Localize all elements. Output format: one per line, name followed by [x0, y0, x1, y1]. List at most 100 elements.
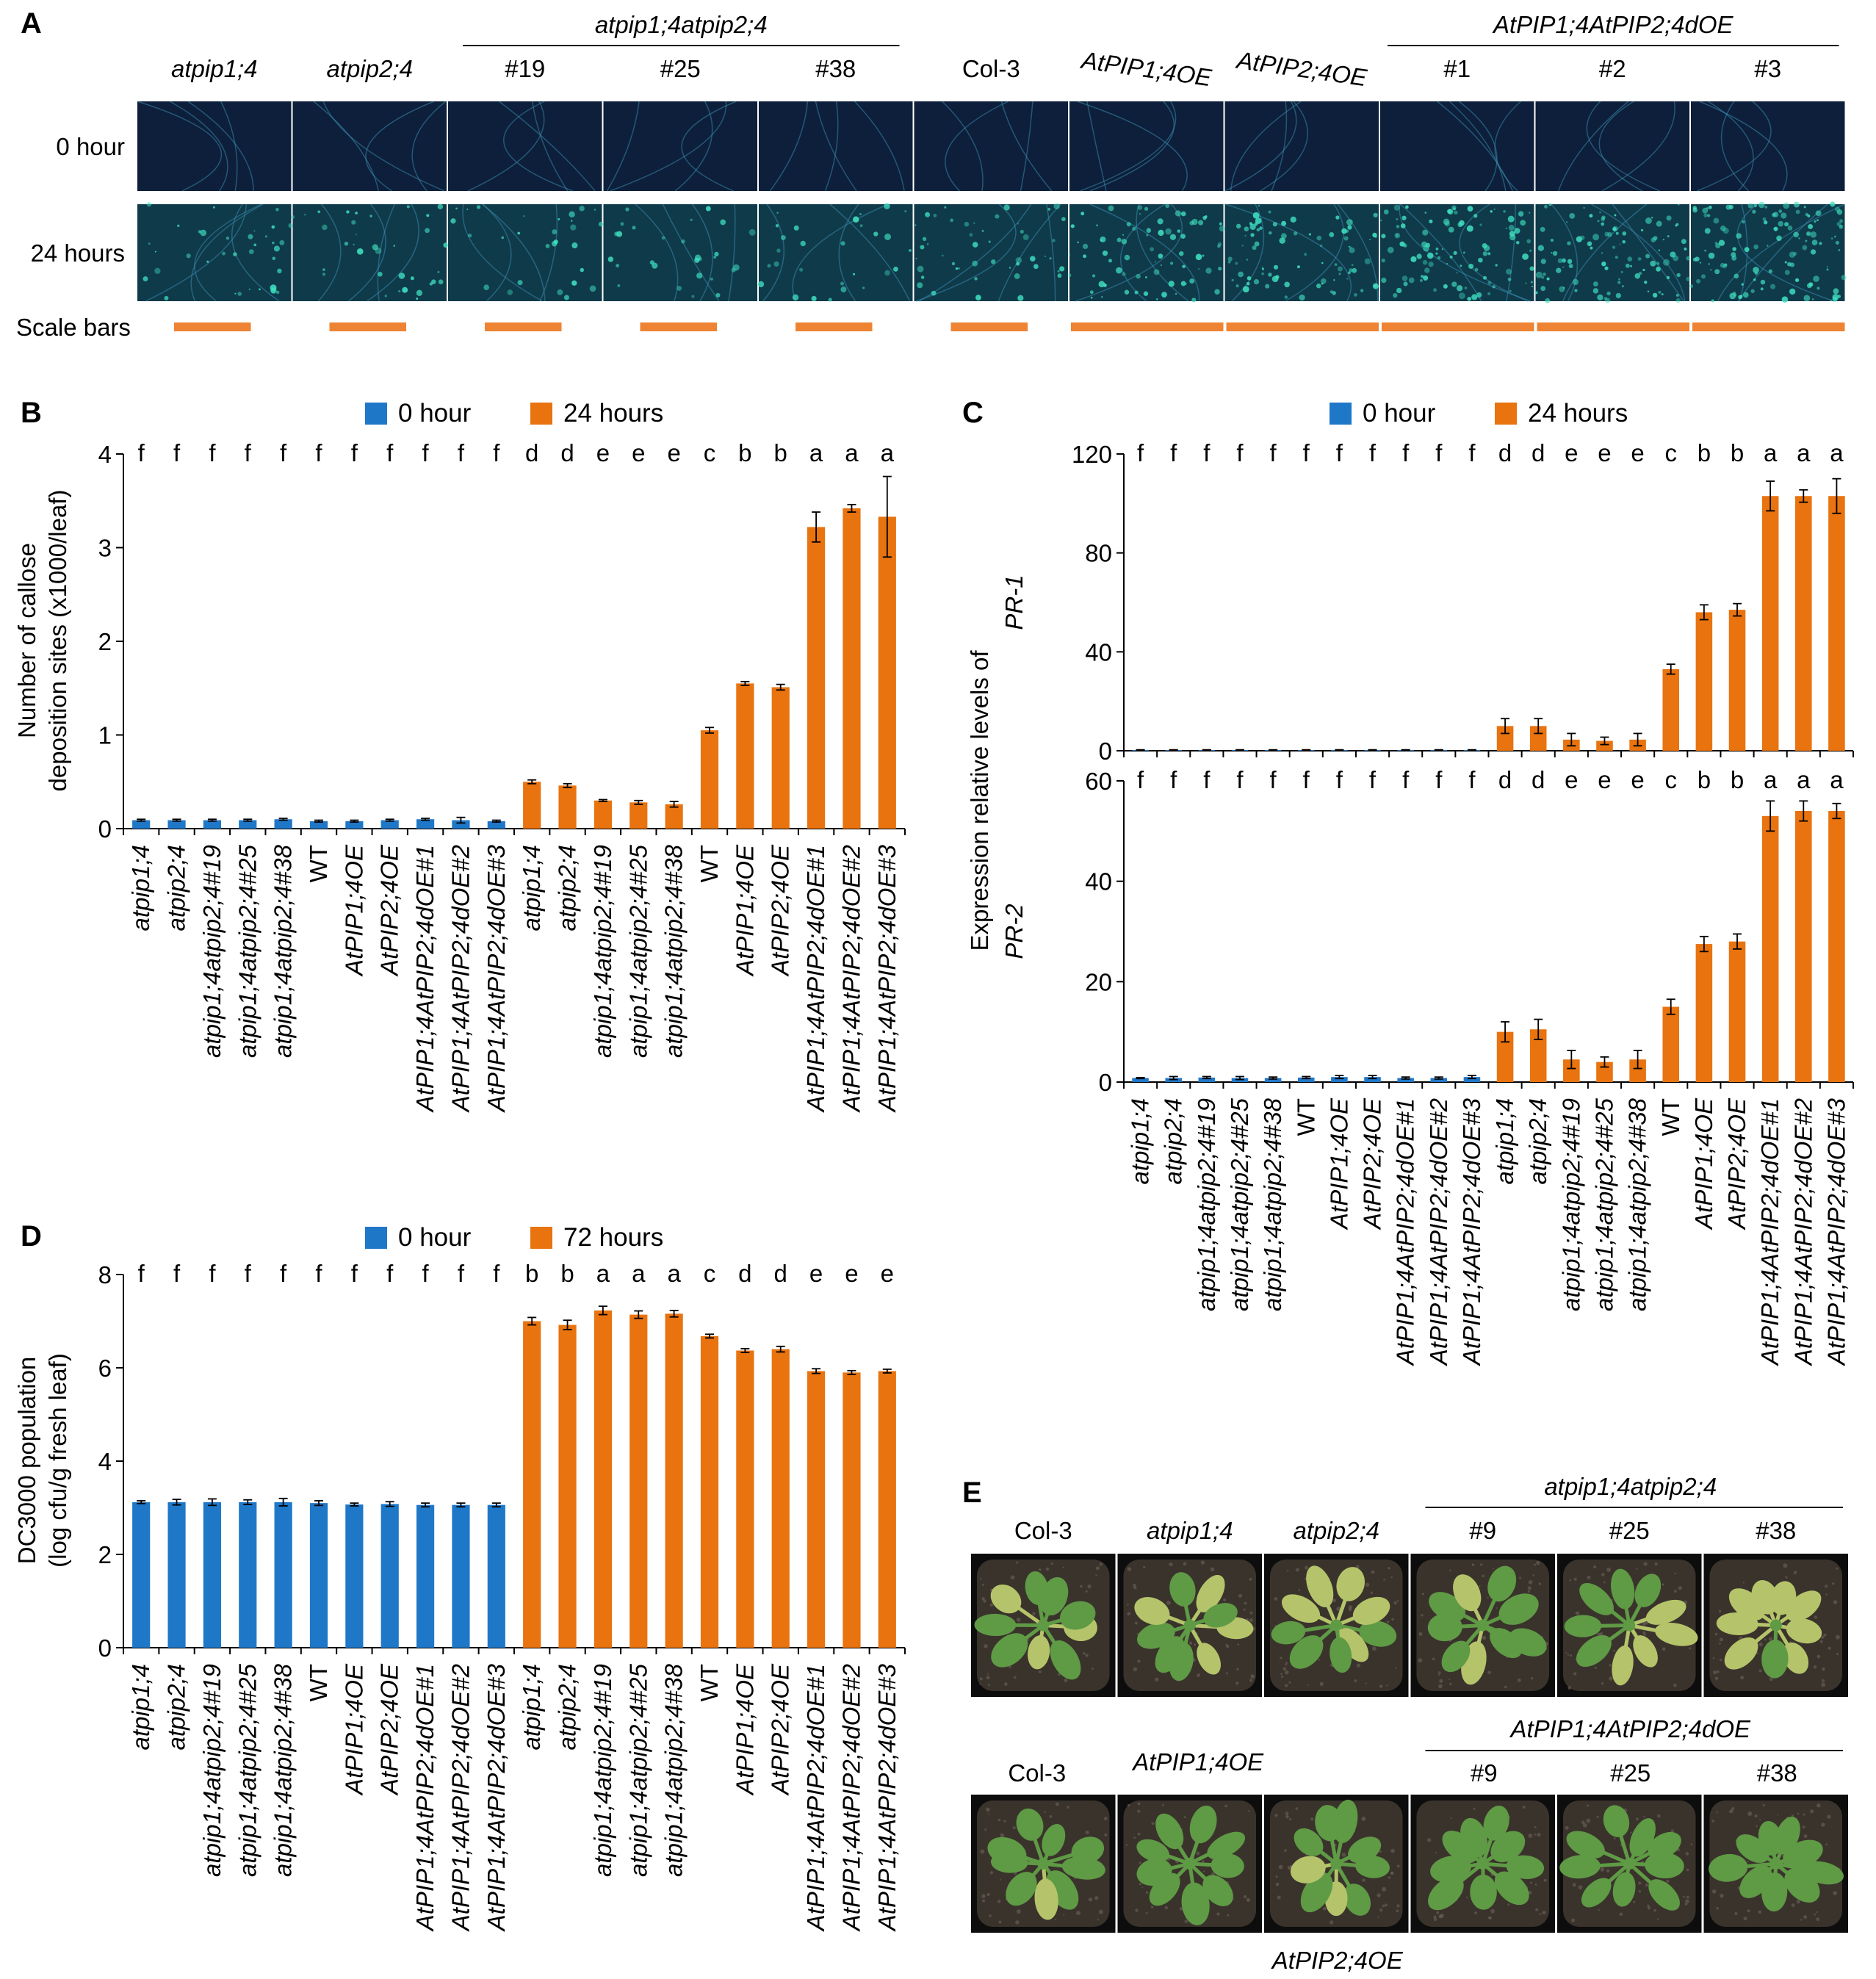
callose-spot: [1139, 213, 1141, 215]
callose-spot: [279, 239, 285, 245]
callose-spot: [922, 237, 927, 241]
callose-spot: [1068, 253, 1071, 256]
micrograph-background: [292, 101, 447, 191]
callose-spot: [1474, 267, 1479, 272]
callose-spot: [1098, 281, 1105, 288]
soil-grain: [1390, 1871, 1393, 1875]
soil-grain: [1438, 1684, 1443, 1689]
leaf-vein: [1260, 101, 1309, 192]
leaf: [1169, 1572, 1196, 1607]
callose-spot: [1525, 282, 1527, 284]
bar: [771, 687, 790, 829]
callose-spot: [620, 222, 624, 226]
x-tick-label: AtPIP1;4AtPIP2;4dOE#1: [411, 1664, 439, 1932]
x-tick-label: AtPIP1;4AtPIP2;4dOE#3: [483, 844, 510, 1113]
x-tick-label: atpip1;4: [518, 845, 545, 931]
x-tick-label: atpip2;4: [163, 1664, 190, 1750]
soil-grain: [1504, 1685, 1507, 1689]
group-label-double-oe: AtPIP1;4AtPIP2;4dOE: [1492, 11, 1734, 38]
callose-spot: [793, 225, 799, 231]
leaf: [1136, 1839, 1169, 1862]
callose-spot: [186, 253, 191, 259]
soil-grain: [1573, 1577, 1577, 1581]
soil-grain: [1449, 1682, 1452, 1686]
soil-grain: [1365, 1682, 1367, 1684]
callose-spot: [1789, 262, 1795, 267]
callose-spot: [616, 264, 620, 268]
leaf-vein: [1449, 101, 1507, 192]
callose-spot: [1393, 292, 1398, 298]
soil-grain: [1243, 1895, 1247, 1899]
callose-spot: [1077, 241, 1079, 244]
callose-spot: [652, 262, 658, 269]
y-tick-label: 4: [98, 1448, 112, 1475]
y-tick-label: 4: [98, 441, 112, 468]
column-header: #1: [1443, 55, 1471, 82]
bar: [416, 1504, 435, 1648]
callose-spot: [1675, 293, 1679, 298]
soil-grain: [987, 1673, 989, 1675]
soil-grain: [1575, 1611, 1580, 1615]
soil-grain: [1388, 1567, 1390, 1570]
soil-grain: [1134, 1621, 1138, 1625]
leaf: [1579, 1583, 1614, 1615]
soil-grain: [1064, 1679, 1068, 1682]
callose-spot: [393, 245, 395, 247]
leaf-vein: [377, 203, 396, 302]
callose-spot: [1722, 264, 1728, 269]
leaf: [1203, 1603, 1238, 1628]
x-tick-label: atpip1;4: [127, 1664, 154, 1750]
callose-spot: [552, 229, 558, 235]
callose-spot: [1744, 247, 1750, 253]
callose-spot: [1814, 220, 1817, 223]
callose-spot: [1803, 295, 1811, 302]
callose-spot: [1601, 262, 1606, 267]
bar: [132, 1502, 151, 1648]
soil-grain: [1714, 1676, 1719, 1680]
callose-spot: [355, 212, 358, 215]
soil-grain: [1717, 1670, 1720, 1673]
callose-spot: [1722, 227, 1729, 234]
callose-spot: [237, 292, 242, 296]
bar: [487, 821, 505, 829]
bar: [380, 820, 399, 829]
soil-grain: [1666, 1879, 1670, 1884]
soil-grain: [1685, 1899, 1689, 1903]
leaf-vein: [1717, 203, 1845, 302]
soil-grain: [1145, 1912, 1148, 1914]
bar: [558, 785, 577, 829]
plant-photo: [1557, 1554, 1702, 1697]
soil-grain: [1594, 1666, 1597, 1670]
x-tick-label: WT: [1292, 1098, 1319, 1136]
soil-grain: [1657, 1918, 1659, 1920]
soil-grain: [1816, 1911, 1819, 1914]
callose-spot: [981, 229, 984, 232]
micrograph-24h: [603, 203, 757, 302]
callose-spot: [1556, 267, 1562, 273]
bar: [416, 819, 435, 829]
soil-grain: [1518, 1576, 1521, 1579]
callose-spot: [1811, 239, 1818, 246]
bar: [167, 1502, 186, 1648]
callose-spot: [1794, 278, 1800, 282]
significance-letter: f: [1170, 439, 1177, 466]
callose-spot: [710, 277, 713, 281]
callose-spot: [973, 222, 975, 224]
callose-spot: [1416, 253, 1422, 259]
callose-spot: [969, 233, 973, 237]
callose-spot: [1343, 236, 1349, 241]
micrograph-background: [1069, 204, 1224, 301]
callose-spot: [553, 239, 558, 245]
callose-spot: [1396, 217, 1399, 221]
soil-grain: [997, 1899, 1001, 1903]
soil-grain: [1598, 1908, 1600, 1911]
soil-grain: [1305, 1565, 1308, 1570]
callose-spot: [780, 234, 786, 240]
soil-grain: [1438, 1671, 1441, 1674]
leaf-vein: [1224, 101, 1297, 192]
callose-spot: [1296, 265, 1300, 269]
callose-spot: [1535, 271, 1543, 278]
leaf: [1487, 1565, 1517, 1602]
